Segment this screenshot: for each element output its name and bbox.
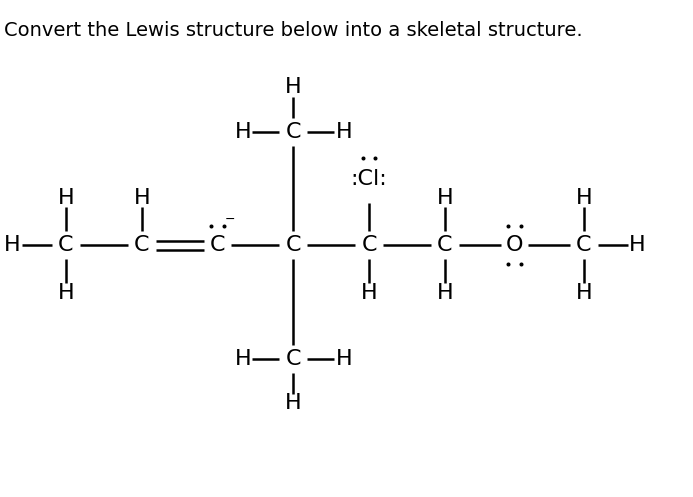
Text: H: H	[437, 283, 453, 303]
Text: H: H	[134, 188, 150, 208]
Text: −: −	[225, 213, 236, 227]
Text: H: H	[234, 349, 251, 369]
Text: H: H	[285, 393, 301, 414]
Text: C: C	[58, 236, 73, 255]
Text: H: H	[58, 283, 74, 303]
Text: H: H	[576, 283, 593, 303]
Text: H: H	[437, 188, 453, 208]
Text: C: C	[286, 349, 301, 369]
Text: H: H	[285, 78, 301, 97]
Text: C: C	[286, 236, 301, 255]
Text: H: H	[4, 236, 21, 255]
Text: H: H	[335, 349, 352, 369]
Text: C: C	[286, 122, 301, 142]
Text: C: C	[134, 236, 150, 255]
Text: H: H	[234, 122, 251, 142]
Text: H: H	[58, 188, 74, 208]
Text: C: C	[576, 236, 592, 255]
Text: C: C	[210, 236, 225, 255]
Text: :Cl:: :Cl:	[351, 169, 387, 189]
Text: H: H	[576, 188, 593, 208]
Text: C: C	[437, 236, 453, 255]
Text: O: O	[506, 236, 523, 255]
Text: H: H	[335, 122, 352, 142]
Text: Convert the Lewis structure below into a skeletal structure.: Convert the Lewis structure below into a…	[3, 21, 582, 40]
Text: H: H	[629, 236, 646, 255]
Text: H: H	[361, 283, 378, 303]
Text: C: C	[362, 236, 377, 255]
